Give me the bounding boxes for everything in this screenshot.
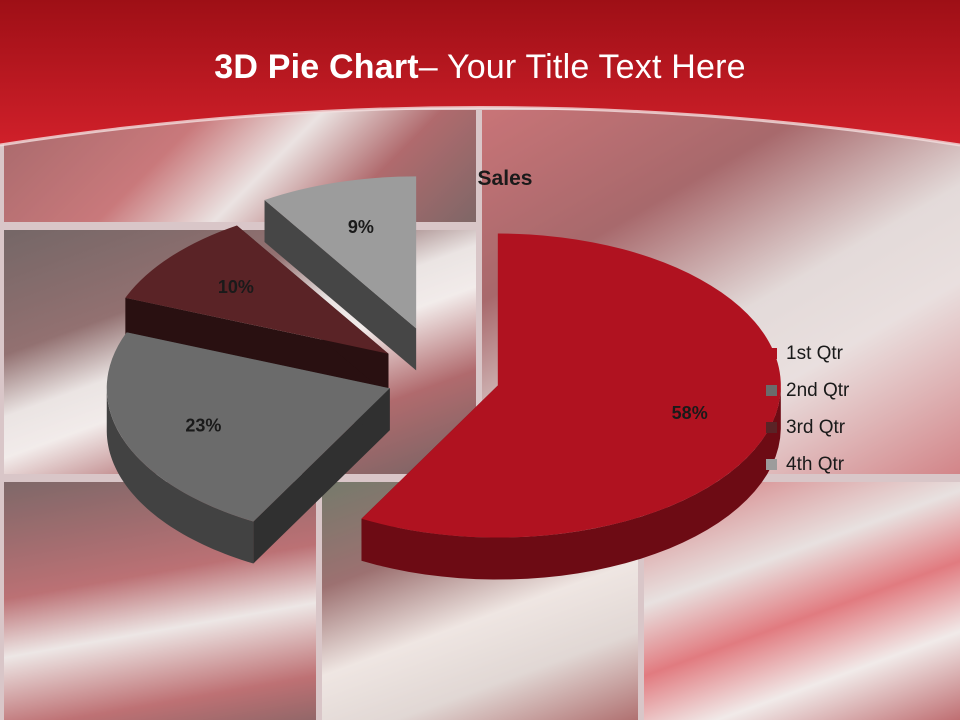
pie-slice-outer-wall xyxy=(361,386,781,580)
pie-slice-top xyxy=(264,176,417,329)
legend-swatch xyxy=(766,422,777,433)
legend-swatch xyxy=(766,385,777,396)
chart-title: Sales xyxy=(477,167,533,190)
pie-slice-outer-wall xyxy=(106,389,254,564)
legend-label: 3rd Qtr xyxy=(786,416,846,438)
legend-label: 4th Qtr xyxy=(786,453,845,475)
data-label: 10% xyxy=(218,277,254,297)
pie-slice xyxy=(125,225,389,396)
pie-slice-top xyxy=(361,233,781,538)
pie-slice xyxy=(361,233,781,580)
data-label: 9% xyxy=(348,217,374,237)
legend-label: 1st Qtr xyxy=(786,342,844,364)
pie-slice-side-wall xyxy=(125,297,389,396)
pie-slice-side-wall xyxy=(253,388,390,564)
legend-swatch xyxy=(766,459,777,470)
pie-slice-side-wall xyxy=(264,200,417,371)
data-label: 23% xyxy=(185,415,221,435)
slide-title-bold: 3D Pie Chart xyxy=(214,48,419,86)
slide-title: 3D Pie Chart– Your Title Text Here xyxy=(0,48,960,87)
legend-item-1st-qtr: 1st Qtr xyxy=(766,335,849,372)
data-label: 58% xyxy=(672,403,708,423)
legend-label: 2nd Qtr xyxy=(786,379,850,401)
pie-slice xyxy=(106,332,390,564)
legend-item-2nd-qtr: 2nd Qtr xyxy=(766,372,849,409)
pie-slice xyxy=(264,176,417,371)
legend-swatch xyxy=(766,348,777,359)
chart-legend: 1st Qtr 2nd Qtr 3rd Qtr 4th Qtr xyxy=(766,335,849,483)
legend-item-3rd-qtr: 3rd Qtr xyxy=(766,409,849,446)
pie-slice-top xyxy=(106,332,390,522)
slide-title-rest: – Your Title Text Here xyxy=(418,48,746,86)
header-band xyxy=(0,0,960,147)
pie-slice-top xyxy=(125,225,389,354)
legend-item-4th-qtr: 4th Qtr xyxy=(766,446,849,483)
